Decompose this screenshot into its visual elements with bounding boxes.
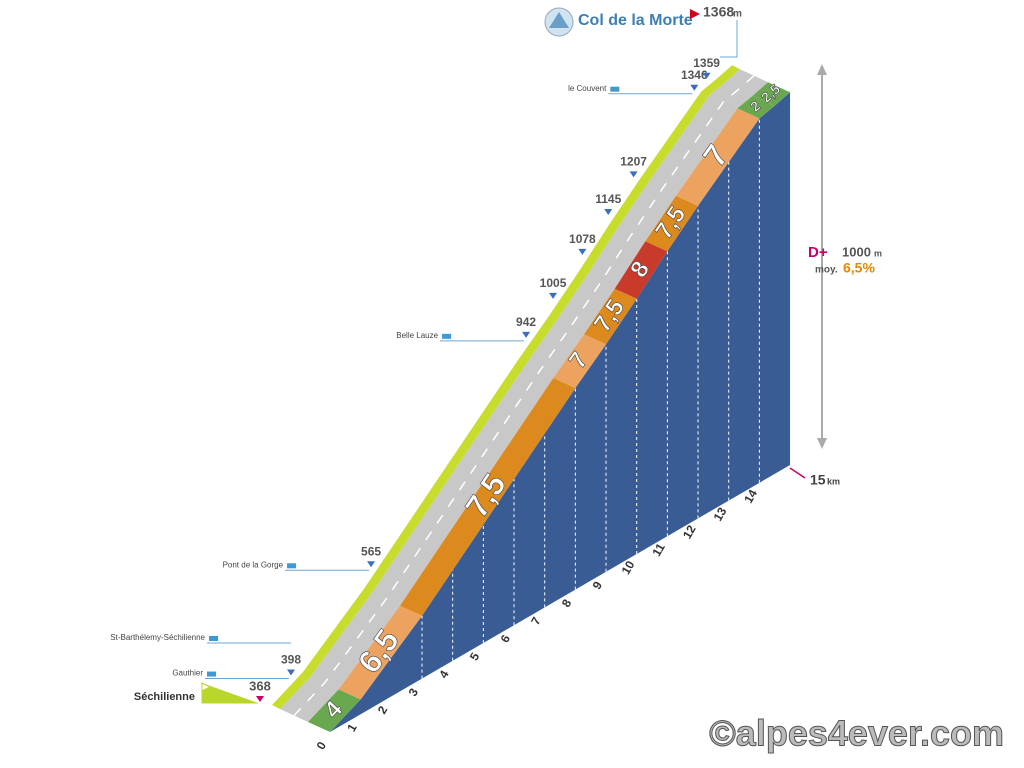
place-icon (207, 671, 217, 677)
km-label: 5 (467, 650, 483, 663)
watermark: ©alpes4ever.com (709, 713, 1004, 754)
gain-label: D+ (808, 244, 828, 261)
km-label: 0 (314, 739, 330, 752)
profile-face (330, 92, 791, 733)
elevation-label: 1145 (595, 192, 621, 206)
elevation-marker (287, 669, 296, 676)
start-name: Séchilienne (134, 691, 195, 703)
avg-value: 6,5% (843, 260, 875, 276)
grade-segment (584, 288, 637, 345)
km-label: 12 (680, 522, 699, 541)
elevation-marker (702, 72, 711, 79)
road (280, 69, 769, 723)
place-icon (287, 563, 297, 569)
summit-elevation: 1368 (703, 4, 734, 20)
elevation-label: 565 (361, 544, 381, 558)
grade-segment (614, 241, 668, 299)
elevation-label: 1005 (540, 276, 567, 290)
grade-segment (737, 95, 775, 119)
distance-unit: km (827, 476, 840, 486)
gain-unit: m (874, 248, 882, 258)
elevation-marker (604, 209, 613, 216)
km-label: 7 (528, 614, 544, 627)
road-border (272, 65, 741, 710)
summit-flag (690, 9, 700, 19)
elevation-label: 1346 (681, 68, 708, 82)
km-label: 3 (406, 686, 422, 699)
place-icon (209, 636, 218, 641)
place-name: le Couvent (568, 84, 607, 93)
km-label: 14 (741, 487, 760, 506)
elevation-marker (367, 561, 376, 568)
elevation-label: 398 (281, 653, 301, 667)
elevation-label: 1078 (569, 232, 596, 246)
grade-segment (676, 108, 760, 206)
summit-name: Col de la Morte (578, 12, 693, 29)
elevation-marker (522, 331, 531, 338)
place-name: Belle Lauze (396, 331, 438, 340)
grade-segment (400, 377, 576, 616)
place-name: Pont de la Gorge (223, 560, 284, 569)
summit-leader (720, 20, 738, 58)
grade-segment (645, 195, 699, 252)
place-icon (610, 86, 620, 92)
place-icon (442, 333, 452, 339)
elevation-marker (629, 171, 638, 178)
start-elevation: 368 (249, 678, 271, 693)
elevation-label: 942 (516, 315, 536, 329)
summit-icon-mountain (549, 12, 569, 28)
gain-value: 1000 (842, 244, 871, 259)
elevation-marker (578, 248, 587, 255)
km-label: 13 (711, 505, 730, 524)
start-flag (201, 682, 258, 704)
start-triangle (256, 696, 264, 702)
distance-value: 15 (810, 472, 826, 488)
elevation-marker (549, 292, 558, 299)
elevation-marker (690, 84, 699, 91)
profile-group: 0123456789101112131446,57,577,587,5722,5… (110, 56, 791, 752)
km-label: 1 (344, 721, 360, 734)
grade-segment (338, 605, 423, 700)
place-name: St-Barthélemy-Séchilienne (110, 633, 205, 642)
km-label: 9 (590, 579, 606, 592)
km-label: 6 (498, 632, 514, 645)
summit-unit: m (733, 9, 742, 20)
grade-segment (308, 689, 361, 732)
km-label: 8 (559, 597, 575, 610)
elevation-label: 1359 (693, 56, 720, 70)
elevation-label: 1207 (620, 155, 647, 169)
km-label: 4 (436, 668, 452, 681)
grade-segment (752, 82, 791, 106)
avg-label: moy. (815, 265, 838, 276)
km-label: 10 (619, 558, 638, 577)
grade-segment (553, 334, 607, 388)
place-name: Gauthier (172, 669, 203, 678)
km-label: 2 (375, 703, 391, 716)
distance-tick (789, 467, 806, 479)
